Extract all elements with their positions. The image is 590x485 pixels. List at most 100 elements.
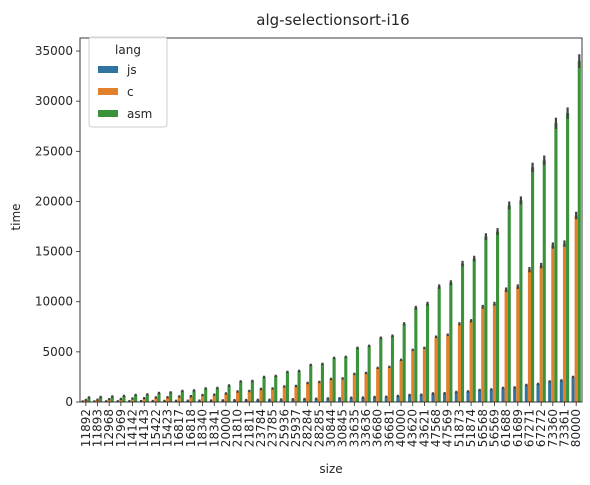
bar-asm: [192, 390, 196, 402]
legend-label-js: js: [126, 63, 137, 77]
x-tick-label: 43620: [406, 409, 420, 447]
bar-asm: [566, 113, 570, 403]
bar-asm: [344, 356, 348, 402]
x-tick-label: 33635: [347, 409, 361, 447]
bar-asm: [157, 392, 161, 402]
x-tick-label: 11892: [79, 409, 93, 447]
bar-asm: [379, 337, 383, 402]
error-bars-layer: [81, 54, 581, 402]
y-tick-label: 20000: [35, 194, 73, 208]
bar-js: [361, 397, 365, 402]
bar-js: [431, 393, 435, 402]
x-tick-label: 36680: [371, 409, 385, 447]
bar-asm: [110, 396, 114, 402]
bar-js: [466, 391, 470, 402]
bar-asm: [297, 370, 301, 402]
bar-js: [489, 389, 493, 402]
bar-asm: [402, 323, 406, 402]
x-tick-label: 28284: [301, 409, 315, 447]
bar-c: [130, 398, 135, 402]
bar-js: [384, 396, 388, 402]
x-tick-label: 16817: [172, 409, 186, 447]
x-tick-label: 33636: [359, 409, 373, 447]
y-axis: 0 5000 10000 15000 20000 25000 30000 35000: [35, 44, 80, 409]
x-tick-label: 18341: [207, 409, 221, 447]
bar-js: [571, 376, 575, 402]
bar-asm: [274, 375, 278, 402]
bar-c: [282, 386, 286, 402]
x-tick-label: 20000: [219, 409, 233, 447]
bar-c: [247, 390, 251, 402]
legend-label-asm: asm: [127, 107, 152, 121]
bar-asm: [425, 303, 430, 402]
bar-c: [504, 289, 508, 402]
bar-js: [396, 395, 400, 402]
bar-asm: [332, 357, 336, 402]
y-tick-label: 35000: [35, 44, 73, 58]
bar-js: [338, 398, 342, 402]
x-tick-label: 12968: [102, 409, 116, 447]
bar-js: [548, 381, 552, 402]
x-tick-label: 56569: [487, 409, 501, 447]
bar-asm: [215, 387, 219, 402]
bar-c: [271, 388, 275, 402]
bars-layer: [81, 61, 581, 403]
bar-c: [177, 396, 181, 402]
x-tick-label: 73361: [557, 409, 571, 447]
bar-c: [154, 397, 158, 402]
x-tick-label: 36681: [382, 409, 396, 447]
bar-asm: [87, 397, 91, 402]
bar-c: [422, 347, 426, 402]
bar-asm: [309, 364, 313, 402]
bar-c: [119, 398, 123, 402]
bar-c: [259, 388, 263, 402]
bar-js: [326, 398, 330, 402]
bar-c: [166, 397, 170, 402]
y-tick-label: 0: [65, 395, 73, 409]
bar-js: [291, 399, 295, 402]
x-tick-label: 30845: [336, 409, 350, 447]
x-tick-label: 28285: [312, 409, 326, 447]
bar-js: [314, 398, 318, 402]
bar-js: [501, 387, 505, 402]
bar-c: [562, 243, 567, 402]
y-tick-label: 5000: [42, 345, 73, 359]
x-tick-label: 56568: [476, 409, 490, 447]
x-tick-label: 47568: [429, 409, 443, 447]
bar-c: [492, 303, 496, 402]
bar-c: [446, 334, 450, 402]
x-tick-label: 51874: [464, 409, 478, 447]
bar-c: [574, 215, 578, 402]
x-tick-label: 12969: [114, 409, 128, 447]
bar-asm: [531, 167, 535, 402]
legend-swatch-c: [98, 88, 118, 95]
bar-c: [376, 367, 380, 402]
bar-c: [294, 385, 298, 402]
legend-title: lang: [115, 43, 141, 57]
x-tick-label: 43621: [417, 409, 431, 447]
y-tick-label: 25000: [35, 144, 73, 158]
bar-asm: [134, 394, 138, 402]
x-tick-label: 67272: [534, 409, 548, 447]
bar-asm: [414, 307, 418, 402]
bar-asm: [507, 205, 511, 402]
bar-c: [201, 394, 205, 402]
x-tick-label: 16818: [184, 409, 198, 447]
y-tick-label: 10000: [35, 295, 73, 309]
plot-frame: [79, 37, 583, 403]
legend-label-c: c: [127, 85, 134, 99]
bar-asm: [577, 61, 581, 403]
legend-box: [88, 36, 168, 128]
bar-js: [524, 384, 528, 402]
bar-c: [527, 269, 532, 402]
bar-asm: [320, 363, 324, 402]
bar-js: [536, 383, 540, 402]
bar-c: [516, 286, 520, 402]
bar-c: [434, 336, 438, 402]
bar-asm: [250, 380, 254, 402]
bar-asm: [180, 390, 184, 402]
chart-title: alg-selectionsort-i16: [256, 11, 409, 29]
legend-swatch-asm: [98, 110, 118, 117]
bar-asm: [145, 394, 149, 402]
x-tick-label: 73360: [546, 409, 560, 447]
